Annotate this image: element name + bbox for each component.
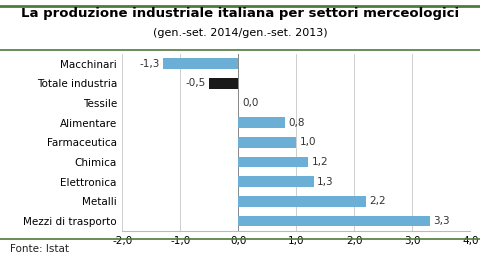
Text: 3,3: 3,3 bbox=[433, 216, 450, 226]
Text: 1,2: 1,2 bbox=[312, 157, 328, 167]
Bar bbox=[239, 196, 366, 207]
Bar bbox=[239, 137, 296, 148]
Text: 0,0: 0,0 bbox=[242, 98, 258, 108]
Bar bbox=[239, 157, 308, 167]
Text: 1,3: 1,3 bbox=[317, 177, 334, 187]
Bar bbox=[163, 58, 239, 69]
Text: 1,0: 1,0 bbox=[300, 137, 316, 147]
Text: 2,2: 2,2 bbox=[370, 196, 386, 206]
Bar bbox=[239, 176, 314, 187]
Text: -0,5: -0,5 bbox=[186, 79, 206, 89]
Text: (gen.-set. 2014/gen.-set. 2013): (gen.-set. 2014/gen.-set. 2013) bbox=[153, 28, 327, 38]
Bar bbox=[209, 78, 239, 89]
Text: La produzione industriale italiana per settori merceologici: La produzione industriale italiana per s… bbox=[21, 7, 459, 20]
Bar bbox=[239, 117, 285, 128]
Bar bbox=[239, 216, 430, 227]
Text: Fonte: Istat: Fonte: Istat bbox=[10, 244, 69, 254]
Text: -1,3: -1,3 bbox=[139, 59, 159, 69]
Text: 0,8: 0,8 bbox=[288, 118, 305, 128]
